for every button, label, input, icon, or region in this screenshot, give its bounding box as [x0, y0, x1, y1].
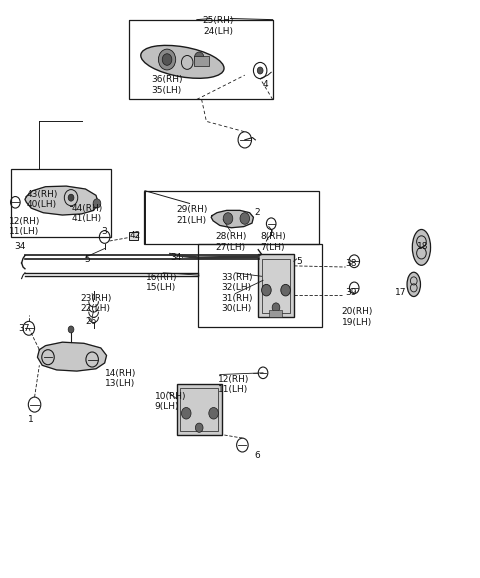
Circle shape	[209, 407, 218, 419]
Text: 34: 34	[14, 242, 26, 251]
Text: 37: 37	[18, 324, 30, 333]
Text: 4: 4	[263, 80, 269, 89]
Bar	[11, 169, 111, 237]
Text: 31(RH)
30(LH): 31(RH) 30(LH)	[222, 294, 253, 313]
Circle shape	[162, 54, 172, 65]
Circle shape	[181, 407, 191, 419]
Text: 23(RH)
22(LH): 23(RH) 22(LH)	[81, 294, 112, 313]
Text: 25(RH)
24(LH): 25(RH) 24(LH)	[203, 16, 234, 36]
Ellipse shape	[141, 46, 224, 78]
Circle shape	[195, 423, 203, 432]
Text: 33(RH)
32(LH): 33(RH) 32(LH)	[222, 273, 253, 292]
Text: 36(RH)
35(LH): 36(RH) 35(LH)	[151, 75, 183, 95]
Circle shape	[68, 326, 74, 333]
Circle shape	[257, 67, 263, 74]
Circle shape	[194, 52, 204, 64]
Circle shape	[93, 199, 101, 208]
Bar	[198, 244, 322, 327]
Circle shape	[272, 303, 280, 312]
Polygon shape	[25, 186, 98, 215]
Text: 43(RH)
40(LH): 43(RH) 40(LH)	[26, 190, 58, 209]
Polygon shape	[37, 342, 107, 371]
Bar	[129, 232, 138, 240]
Text: 18: 18	[417, 242, 428, 251]
Ellipse shape	[412, 229, 431, 265]
Bar	[144, 191, 319, 244]
Bar	[258, 254, 294, 317]
Text: 2: 2	[254, 208, 260, 217]
Text: 12(RH)
11(LH): 12(RH) 11(LH)	[218, 375, 250, 394]
Text: 42: 42	[130, 231, 141, 240]
Text: 14(RH)
13(LH): 14(RH) 13(LH)	[105, 369, 136, 388]
Circle shape	[262, 284, 271, 296]
Bar	[180, 388, 218, 431]
Text: 44(RH)
41(LH): 44(RH) 41(LH)	[72, 204, 103, 224]
Text: 12(RH)
11(LH): 12(RH) 11(LH)	[9, 217, 40, 236]
Text: 5: 5	[297, 257, 302, 266]
Text: 1: 1	[28, 415, 34, 424]
Text: 26: 26	[85, 317, 97, 326]
Text: 8(RH)
7(LH): 8(RH) 7(LH)	[260, 232, 286, 252]
Text: 16(RH)
15(LH): 16(RH) 15(LH)	[146, 273, 178, 292]
Text: 34: 34	[170, 253, 182, 262]
Ellipse shape	[407, 272, 420, 297]
Text: 5: 5	[84, 255, 90, 265]
Text: 3: 3	[102, 227, 108, 236]
Text: 20(RH)
19(LH): 20(RH) 19(LH)	[342, 307, 373, 327]
Bar	[262, 259, 290, 313]
Text: 10(RH)
9(LH): 10(RH) 9(LH)	[155, 392, 186, 412]
Bar	[194, 56, 209, 66]
Polygon shape	[211, 210, 253, 228]
Text: 28(RH)
27(LH): 28(RH) 27(LH)	[215, 232, 246, 252]
Circle shape	[223, 213, 233, 224]
Text: 39: 39	[346, 288, 357, 297]
Circle shape	[158, 49, 176, 70]
Text: 17: 17	[395, 288, 406, 297]
Text: 29(RH)
21(LH): 29(RH) 21(LH)	[177, 205, 208, 225]
Circle shape	[68, 194, 74, 201]
Bar	[129, 20, 273, 99]
Circle shape	[281, 284, 290, 296]
Circle shape	[240, 213, 250, 224]
Text: 38: 38	[346, 259, 357, 268]
Bar	[177, 384, 222, 435]
Bar	[269, 310, 282, 317]
Text: 6: 6	[254, 451, 260, 460]
